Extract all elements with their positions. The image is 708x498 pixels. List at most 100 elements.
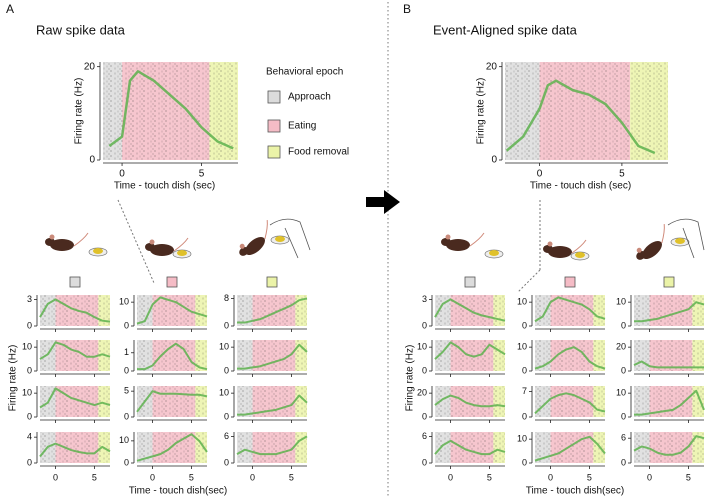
y-tick-label: 10 <box>22 342 32 352</box>
y-tick-label: 0 <box>224 411 229 421</box>
x-tick-label: 0 <box>119 169 125 180</box>
y-tick-label: 0 <box>27 320 32 330</box>
spike-raster <box>535 340 605 371</box>
y-tick-label: 20 <box>84 61 96 72</box>
dish-removal <box>270 235 290 245</box>
epoch-swatch <box>663 276 675 288</box>
dish-eating <box>172 249 192 259</box>
hand <box>269 218 311 259</box>
x-tick-label: 5 <box>487 472 492 482</box>
y-tick-label: 0 <box>124 365 129 375</box>
x-axis-label: Time - touch dish(sec) <box>129 486 228 497</box>
x-tick-label: 0 <box>250 472 255 482</box>
x-tick-label: 0 <box>537 169 543 180</box>
y-tick-label: 0 <box>621 411 626 421</box>
y-tick-label: 0 <box>124 320 129 330</box>
y-tick-label: 0 <box>224 365 229 375</box>
x-tick-label: 5 <box>619 169 625 180</box>
firing-rate-line <box>237 297 308 324</box>
y-tick-label: 0 <box>522 365 527 375</box>
firing-rate-line <box>534 346 606 370</box>
firing-rate-line <box>39 387 111 409</box>
spike-raster <box>40 432 110 463</box>
x-tick-label: 5 <box>686 472 691 482</box>
firing-rate-line <box>39 298 111 323</box>
y-tick-label: 10 <box>119 435 129 445</box>
legend-label: Food removal <box>288 147 349 158</box>
firing-rate-line <box>534 435 606 462</box>
epoch-swatch <box>564 276 576 288</box>
legend-swatch <box>267 145 281 159</box>
y-tick-label: 10 <box>517 434 527 444</box>
firing-rate-line <box>434 394 506 408</box>
spike-raster <box>634 340 704 371</box>
y-tick-label: 20 <box>417 388 427 398</box>
firing-rate-line <box>534 392 606 415</box>
y-tick-label: 10 <box>616 297 626 307</box>
y-tick-label: 0 <box>224 320 229 330</box>
firing-rate-line <box>434 298 506 322</box>
mouse-approach <box>440 232 485 252</box>
mouse-approach <box>44 232 89 252</box>
y-tick-label: 1 <box>124 347 129 357</box>
firing-rate-line <box>136 433 208 462</box>
spike-raster <box>103 62 238 160</box>
firing-rate-line <box>534 296 606 323</box>
y-tick-label: 10 <box>219 342 229 352</box>
spike-raster <box>435 386 505 417</box>
legend-swatch <box>267 90 281 104</box>
spike-raster <box>40 386 110 417</box>
y-tick-label: 0 <box>27 411 32 421</box>
dish-eating <box>570 251 590 261</box>
arrow <box>366 190 400 214</box>
firing-rate-line <box>137 342 208 371</box>
y-tick-label: 10 <box>219 388 229 398</box>
firing-rate-line <box>237 343 308 370</box>
y-tick-label: 0 <box>124 411 129 421</box>
firing-rate-line <box>39 442 111 458</box>
firing-rate-line <box>39 341 111 360</box>
firing-rate-line <box>634 389 705 416</box>
y-tick-label: 3 <box>27 294 32 304</box>
y-tick-label: 0 <box>422 457 427 467</box>
x-tick-label: 0 <box>53 472 58 482</box>
y-axis-label: Firing rate (Hz) <box>476 78 487 145</box>
firing-rate-line <box>108 70 234 150</box>
y-tick-label: 10 <box>517 342 527 352</box>
spike-raster <box>237 340 307 371</box>
legend-label: Approach <box>288 92 331 103</box>
x-tick-label: 0 <box>150 472 155 482</box>
x-axis-label: Time - touch dish (sec) <box>114 181 215 192</box>
firing-rate-line <box>634 301 705 323</box>
y-tick-label: 4 <box>27 432 32 442</box>
y-tick-label: 0 <box>621 365 626 375</box>
y-tick-label: 0 <box>224 457 229 467</box>
dish-approach <box>88 247 108 257</box>
legend-swatch <box>267 119 281 133</box>
dish-approach <box>484 249 504 259</box>
spike-raster <box>535 386 605 417</box>
y-tick-label: 3 <box>422 294 427 304</box>
y-tick-label: 10 <box>119 297 129 307</box>
y-tick-label: 10 <box>616 388 626 398</box>
firing-rate-line <box>434 341 506 360</box>
y-tick-label: 0 <box>491 155 497 166</box>
y-axis-label: Firing rate (Hz) <box>405 345 416 412</box>
panel-letter: A <box>6 2 14 16</box>
x-tick-label: 0 <box>448 472 453 482</box>
zoom-line <box>517 269 541 293</box>
firing-rate-line <box>237 394 308 416</box>
spike-raster <box>435 432 505 463</box>
y-axis-label: Firing rate (Hz) <box>74 78 85 145</box>
y-tick-label: 6 <box>621 433 626 443</box>
firing-rate-line <box>136 390 208 413</box>
x-tick-label: 5 <box>199 169 205 180</box>
y-tick-label: 0 <box>422 365 427 375</box>
hand <box>667 218 705 259</box>
y-tick-label: 20 <box>616 342 626 352</box>
y-tick-label: 20 <box>486 61 498 72</box>
legend-title: Behavioral epoch <box>266 67 343 78</box>
y-tick-label: 7 <box>522 386 527 396</box>
